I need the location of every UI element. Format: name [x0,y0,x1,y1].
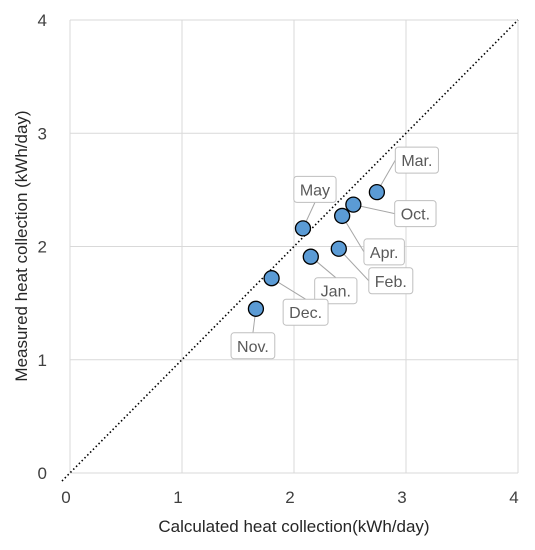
data-point [247,300,265,317]
x-tick-label: 4 [509,488,518,507]
point-label-box [363,238,405,266]
point-label-box [368,267,414,295]
callout-labels: Mar. Oct. Apr. May Feb. Jan. Dec. Nov. [230,146,439,360]
y-axis-ticks: 0 1 2 3 4 [38,11,47,483]
point-label: May [300,182,330,199]
point-label: Nov. [237,339,269,356]
data-point [302,248,319,265]
data-point [294,220,312,237]
point-label-box [282,298,329,326]
point-label-box [230,332,276,360]
data-point [368,183,386,201]
y-tick-label: 4 [38,11,47,30]
data-point [330,240,347,257]
data-point [263,270,280,287]
point-label: Dec. [289,305,322,322]
x-tick-label: 0 [61,488,70,507]
data-point [334,207,351,225]
y-tick-label: 2 [38,238,47,257]
reference-line [61,19,519,482]
x-axis-ticks: 0 1 2 3 4 [61,488,518,507]
data-points [247,183,386,317]
x-tick-label: 2 [285,488,294,507]
point-label-box [293,175,337,203]
x-axis-title: Calculated heat collection(kWh/day) [158,517,429,536]
point-label: Mar. [401,153,432,170]
x-tick-label: 1 [173,488,182,507]
grid [69,19,519,474]
point-label-box [394,146,439,174]
y-tick-label: 3 [38,124,47,143]
y-tick-label: 1 [38,351,47,370]
y-axis-title: Measured heat collection (kWh/day) [12,110,31,381]
point-label: Feb. [375,274,407,291]
point-label: Apr. [370,245,398,262]
point-label-box [314,277,358,305]
point-label: Jan. [321,284,351,301]
y-tick-label: 0 [38,464,47,483]
data-point [345,196,362,213]
x-tick-label: 3 [397,488,406,507]
reference-line-group [61,19,519,482]
point-label: Oct. [401,207,430,224]
point-label-box [394,200,437,228]
